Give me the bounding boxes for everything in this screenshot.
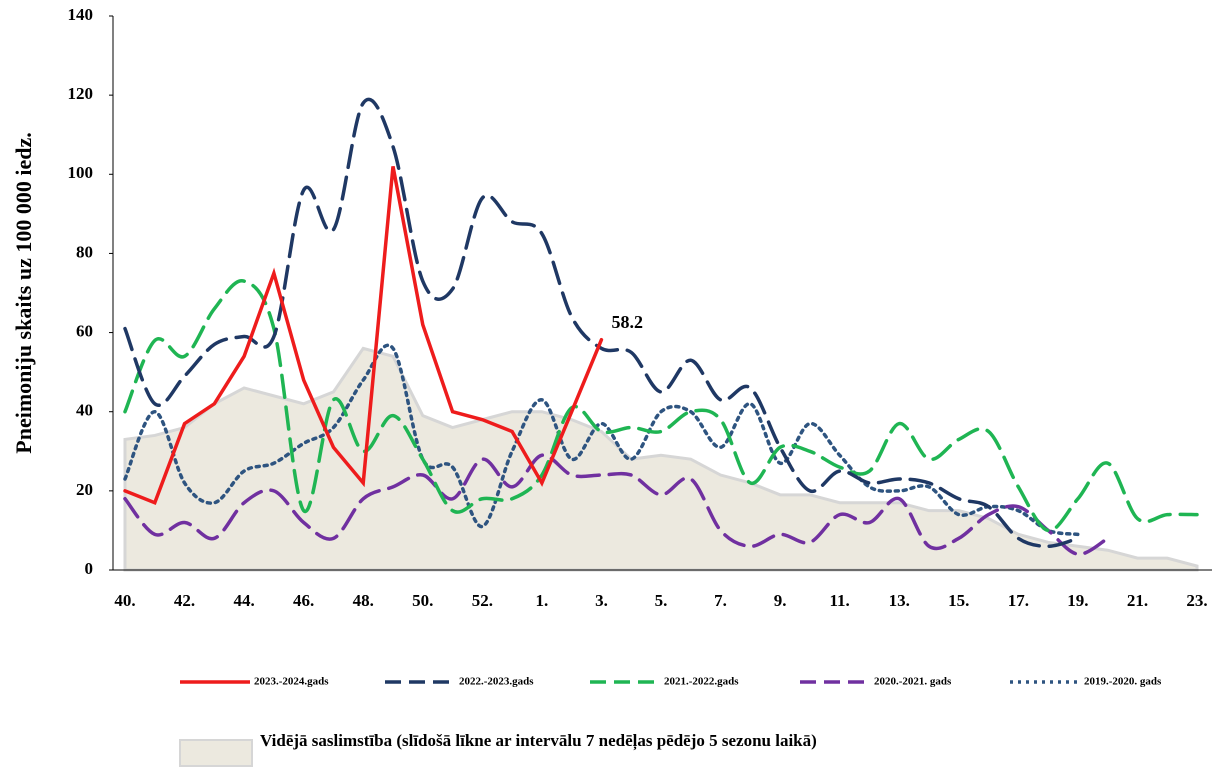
series-line <box>123 166 604 506</box>
y-tick-label: 20 <box>76 480 93 499</box>
y-axis-label: Pneimoniju skaits uz 100 000 iedz. <box>11 132 36 453</box>
y-tick-label: 60 <box>76 321 93 340</box>
legend-label: 2023.-2024.gads <box>254 676 329 688</box>
series-line <box>123 279 1199 533</box>
x-tick-label: 9. <box>774 591 787 610</box>
y-tick-label: 120 <box>68 84 94 103</box>
x-tick-label: 13. <box>889 591 910 610</box>
average-area <box>123 346 1199 572</box>
x-tick-label: 17. <box>1008 591 1029 610</box>
data-label: 58.2 <box>611 312 643 332</box>
legend-label: 2022.-2023.gads <box>459 676 534 688</box>
x-tick-label: 48. <box>353 591 374 610</box>
x-tick-label: 42. <box>174 591 195 610</box>
x-tick-label: 7. <box>714 591 727 610</box>
y-tick-label: 100 <box>68 163 94 182</box>
x-tick-label: 40. <box>114 591 135 610</box>
x-tick-label: 52. <box>472 591 493 610</box>
x-tick-label: 21. <box>1127 591 1148 610</box>
legend-label: 2019.-2020. gads <box>1084 676 1162 688</box>
x-tick-label: 15. <box>948 591 969 610</box>
x-tick-label: 19. <box>1067 591 1088 610</box>
x-tick-label: 46. <box>293 591 314 610</box>
y-tick-label: 140 <box>68 5 94 24</box>
y-tick-label: 40 <box>76 401 93 420</box>
x-tick-label: 1. <box>536 591 549 610</box>
legend-label: 2021.-2022.gads <box>664 676 739 688</box>
y-tick-label: 0 <box>85 559 94 578</box>
legend-label: Vidējā saslimstība (slīdošā līkne ar int… <box>260 731 817 751</box>
x-tick-label: 3. <box>595 591 608 610</box>
legend-swatch <box>179 739 253 767</box>
series-line <box>123 343 1080 537</box>
x-tick-label: 5. <box>655 591 668 610</box>
x-tick-label: 50. <box>412 591 433 610</box>
legend-label: 2020.-2021. gads <box>874 676 952 688</box>
x-tick-label: 44. <box>233 591 254 610</box>
series-line <box>123 453 1110 556</box>
x-tick-label: 23. <box>1186 591 1207 610</box>
y-tick-label: 80 <box>76 242 93 261</box>
x-tick-label: 11. <box>830 591 850 610</box>
